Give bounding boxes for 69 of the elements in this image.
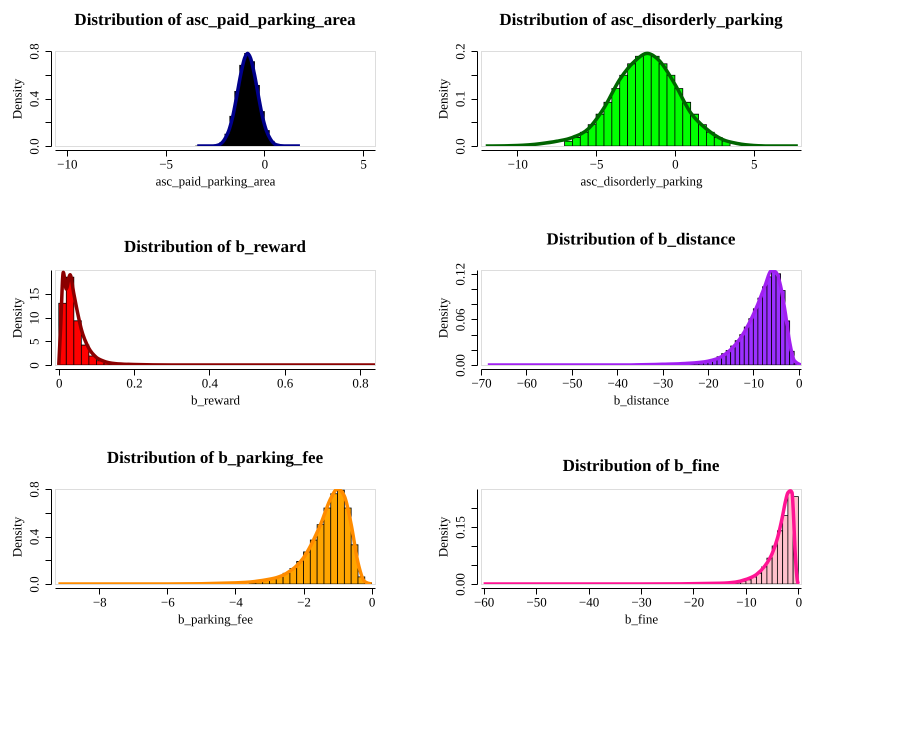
x-tick-label: 0.2 [126, 376, 143, 390]
x-tick-label: −50 [526, 594, 547, 610]
y-tick-label: 10 [26, 312, 42, 324]
y-tick-label: 0.8 [26, 43, 42, 60]
y-axis-title: Density [436, 516, 450, 558]
y-tick-label: 5 [26, 338, 42, 345]
x-axis-title: b_parking_fee [178, 612, 254, 626]
x-tick-label: −70 [471, 376, 492, 390]
y-tick-label: 0.2 [452, 43, 468, 60]
x-tick-label: −10 [57, 156, 78, 172]
x-tick-label: 0.4 [202, 376, 218, 390]
x-axis-title: b_fine [624, 612, 658, 626]
x-tick-label: −10 [736, 594, 757, 610]
y-tick-label: 0.4 [26, 528, 42, 546]
x-tick-label: −5 [159, 156, 174, 172]
x-tick-label: 0 [796, 376, 802, 390]
x-axis-title: b_distance [614, 392, 670, 408]
x-tick-label: −40 [578, 594, 600, 610]
x-axis-title: asc_disorderly_parking [580, 174, 704, 188]
y-tick-label: 15 [26, 288, 42, 301]
chart-title: Distribution of b_reward [124, 237, 307, 256]
x-axis-title: asc_paid_parking_area [156, 174, 276, 188]
x-tick-label: 5 [750, 156, 758, 172]
x-tick-label: −60 [516, 376, 538, 390]
y-tick-label: 0.00 [452, 354, 468, 377]
y-tick-label: 0 [26, 362, 42, 369]
x-tick-label: −30 [652, 376, 674, 390]
chart-title: Distribution of b_distance [546, 229, 736, 248]
x-tick-label: −30 [631, 594, 652, 610]
y-axis-title: Density [436, 297, 450, 338]
x-tick-label: 0 [672, 156, 679, 172]
y-tick-label: 0.0 [452, 138, 468, 155]
y-axis-title: Density [10, 516, 24, 558]
x-tick-label: −6 [160, 594, 176, 610]
y-tick-label: 0.0 [26, 576, 42, 593]
x-tick-label: −8 [92, 594, 107, 610]
x-tick-label: −50 [562, 376, 582, 390]
x-tick-label: −10 [744, 376, 764, 390]
chart-title: Distribution of asc_disorderly_parking [499, 10, 784, 29]
y-tick-label: 0.06 [452, 308, 468, 332]
x-tick-label: 0 [262, 156, 268, 172]
y-tick-label: 0.0 [26, 138, 42, 155]
x-tick-label: 5 [360, 156, 367, 172]
y-tick-label: 0.4 [26, 90, 42, 108]
x-tick-label: 0.6 [277, 376, 294, 390]
x-axis-title: b_reward [190, 392, 241, 408]
x-tick-label: 0 [796, 594, 802, 610]
x-tick-label: 0 [56, 376, 63, 390]
x-tick-label: 0.8 [352, 376, 369, 390]
y-axis-title: Density [10, 78, 24, 120]
x-tick-label: −5 [590, 156, 604, 172]
y-tick-label: 0.00 [452, 573, 468, 596]
y-axis-title: Density [10, 297, 24, 338]
chart-title: Distribution of asc_paid_parking_area [74, 10, 356, 29]
chart-title: Distribution of b_parking_fee [106, 448, 324, 467]
x-tick-label: −4 [229, 594, 244, 610]
y-tick-label: 0.15 [452, 516, 468, 539]
x-tick-label: −20 [698, 376, 719, 390]
y-axis-title: Density [436, 78, 450, 120]
x-tick-label: −20 [684, 594, 704, 610]
y-tick-label: 0.8 [26, 481, 42, 498]
y-tick-label: 0.1 [452, 90, 468, 108]
x-tick-label: 0 [368, 594, 376, 610]
chart-title: Distribution of b_fine [562, 456, 720, 475]
x-tick-label: −40 [608, 376, 628, 390]
x-tick-label: −60 [474, 594, 494, 610]
x-tick-label: −10 [508, 156, 528, 172]
y-tick-label: 0.12 [452, 262, 468, 286]
x-tick-label: −2 [297, 594, 311, 610]
